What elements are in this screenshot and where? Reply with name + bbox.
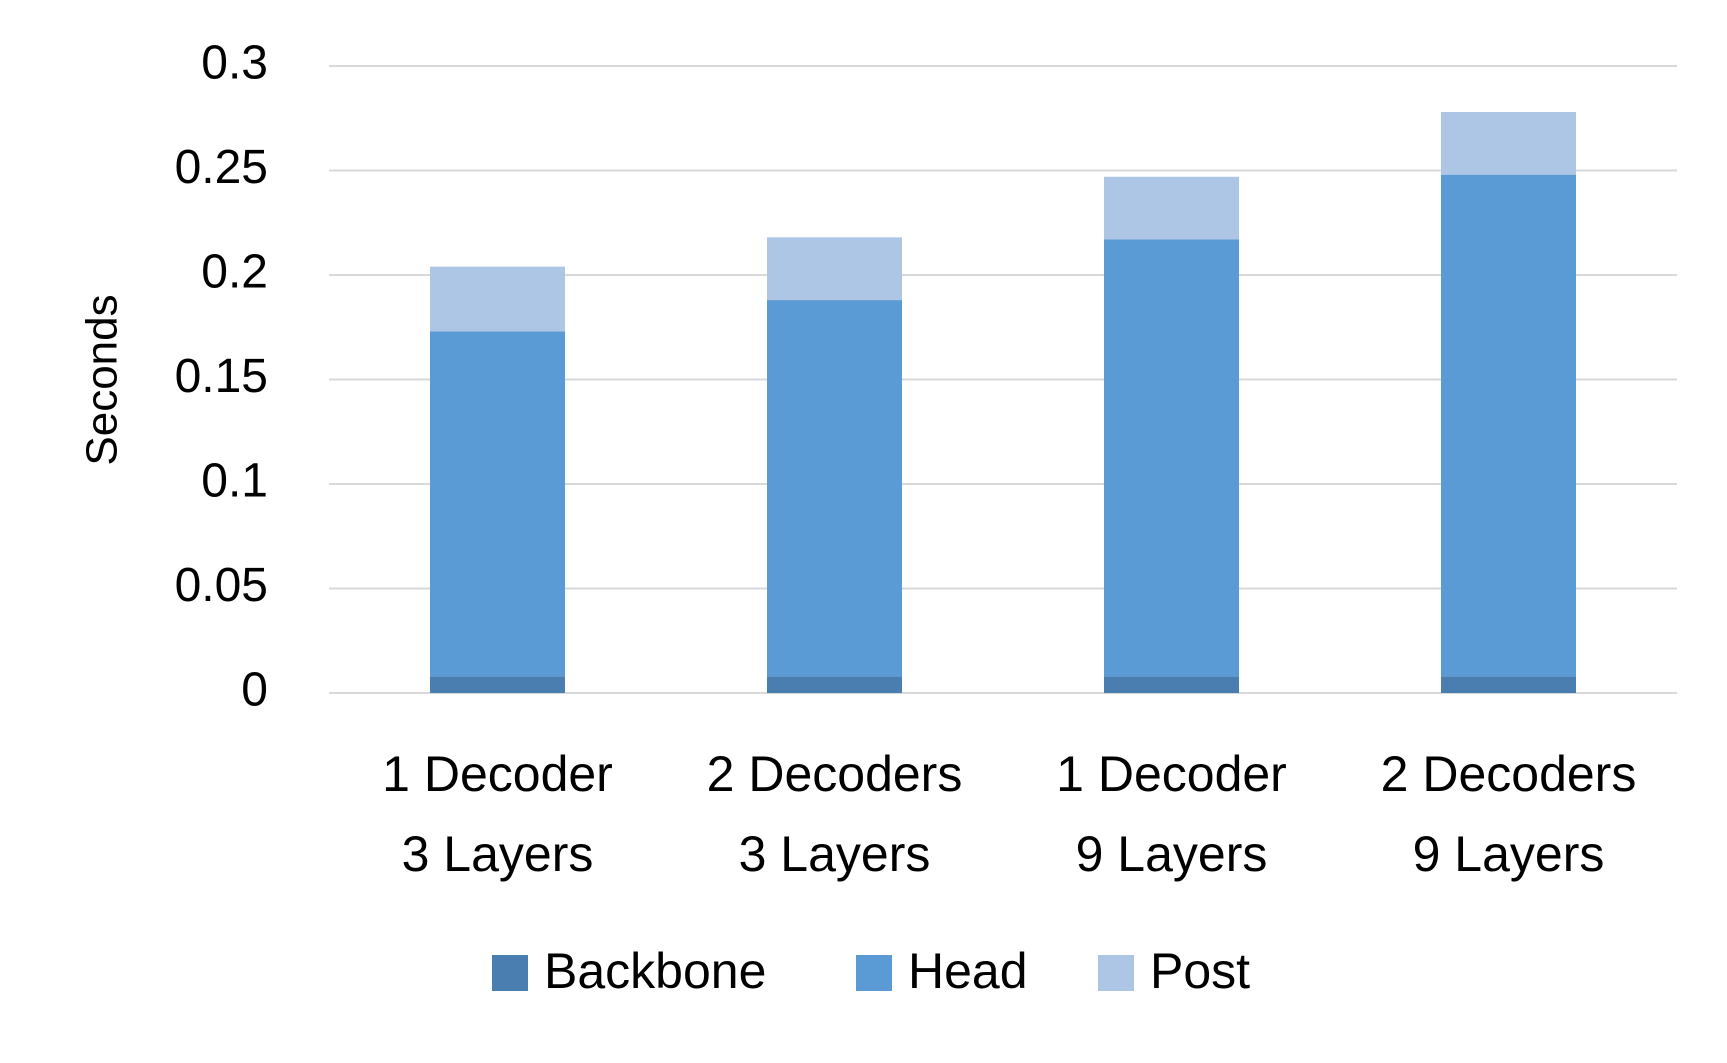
y-tick-label: 0.15 [175, 350, 268, 403]
bar-segment [430, 676, 565, 693]
y-tick-label: 0.2 [201, 246, 268, 299]
x-tick-label: 1 Decoder 9 Layers [1056, 746, 1287, 882]
legend-label: Post [1150, 943, 1250, 999]
bar-segment [1441, 174, 1576, 677]
bar-segment [767, 300, 902, 677]
y-tick-label: 0.1 [201, 455, 268, 508]
bar-segment [767, 237, 902, 301]
bar-segment [1104, 176, 1239, 240]
y-tick-label: 0.05 [175, 559, 268, 612]
legend-swatch [856, 955, 892, 991]
bar-segment [1441, 111, 1576, 175]
x-tick-label: 1 Decoder 3 Layers [382, 746, 613, 882]
legend-label: Head [908, 943, 1028, 999]
bar-segment [767, 676, 902, 693]
bar-segment [430, 266, 565, 332]
y-tick-label: 0.25 [175, 141, 268, 194]
x-tick-label: 2 Decoders 3 Layers [707, 746, 963, 882]
y-tick-label: 0 [241, 664, 268, 717]
x-tick-label: 2 Decoders 9 Layers [1381, 746, 1637, 882]
bar-segment [1104, 239, 1239, 677]
y-axis-label: Seconds [78, 294, 127, 465]
bar-segment [1104, 676, 1239, 693]
legend-label: Backbone [544, 943, 766, 999]
y-tick-label: 0.3 [201, 37, 268, 90]
bar-segment [1441, 676, 1576, 693]
legend-swatch [492, 955, 528, 991]
bar-segment [430, 331, 565, 677]
legend-swatch [1098, 955, 1134, 991]
